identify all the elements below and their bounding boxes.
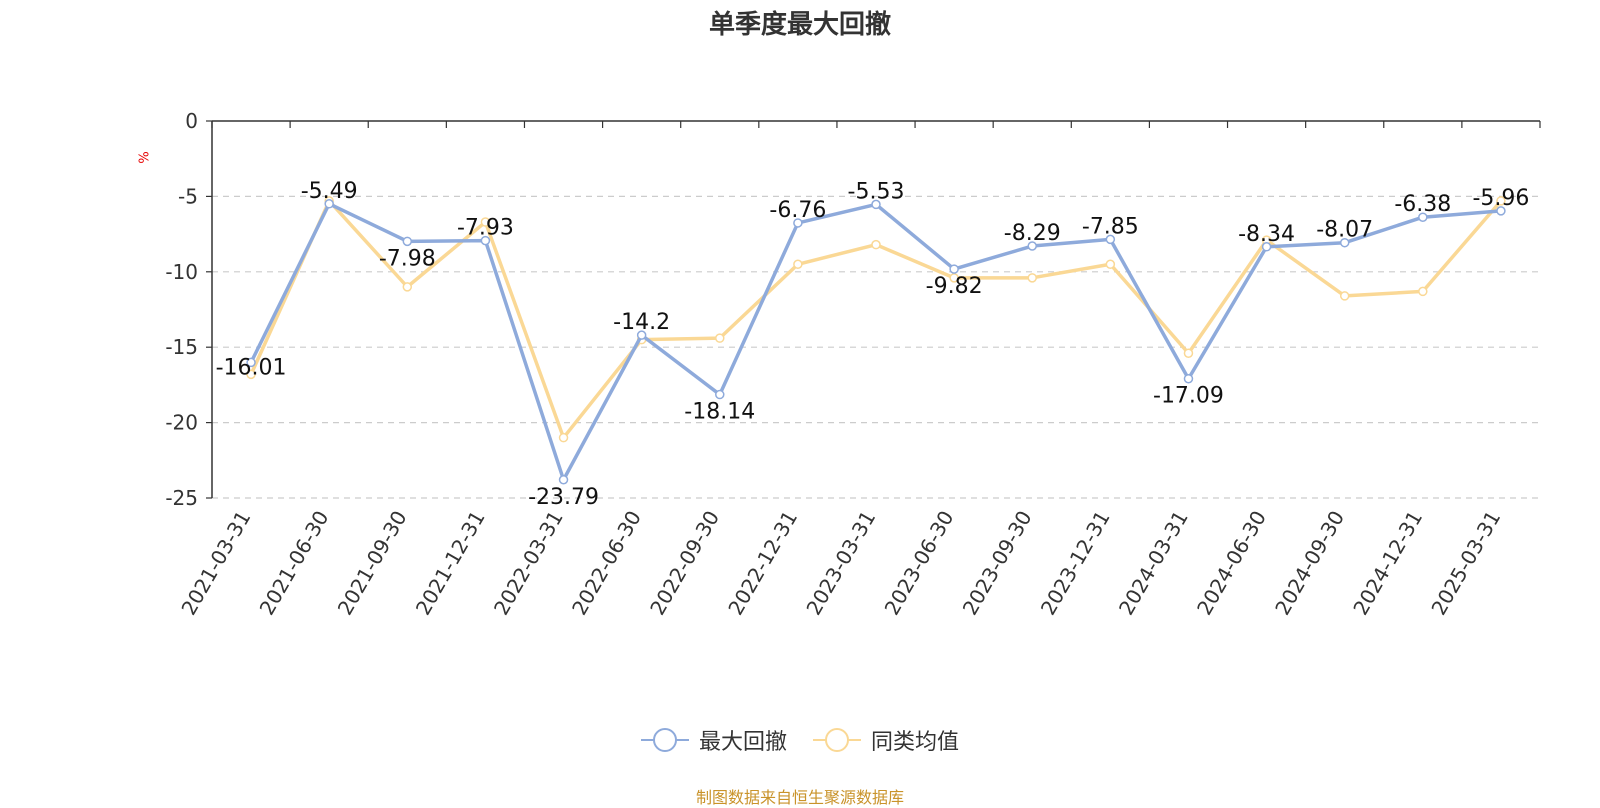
data-point <box>949 264 959 274</box>
legend-item-max-drawdown[interactable]: 最大回撤 <box>640 724 787 756</box>
x-tick-label: 2025-03-31 <box>1426 507 1505 620</box>
data-point <box>715 333 725 343</box>
source-note: 制图数据来自恒生聚源数据库 <box>695 788 904 807</box>
data-point <box>871 199 881 210</box>
data-label: -17.09 <box>1153 384 1224 409</box>
data-point <box>246 357 256 368</box>
data-point <box>1496 196 1506 206</box>
x-tick-label: 2023-12-31 <box>1036 507 1115 620</box>
data-label: -5.53 <box>848 179 905 204</box>
data-labels: -16.01 -5.49 -7.98 -7.93 -23.79 -14.2 -18.14 -6… <box>216 179 1530 510</box>
data-label: -5.49 <box>301 179 358 204</box>
x-tick-label: 2022-03-31 <box>489 507 568 620</box>
data-label: -8.07 <box>1316 218 1373 243</box>
x-tick-label: 2022-09-30 <box>645 507 724 620</box>
x-tick-label: 2023-09-30 <box>958 507 1037 620</box>
data-point <box>793 259 803 270</box>
x-tick-label: 2021-09-30 <box>333 507 412 620</box>
data-point <box>558 475 569 485</box>
data-label: -8.34 <box>1238 222 1295 247</box>
data-point <box>1339 291 1350 301</box>
data-point <box>1418 286 1428 297</box>
y-tick-label: -5 <box>178 184 198 208</box>
data-label: -7.85 <box>1082 214 1139 239</box>
data-label: -16.01 <box>216 355 287 380</box>
data-label: -7.98 <box>379 246 436 271</box>
series-lines <box>246 196 1506 485</box>
data-label: -6.76 <box>769 198 826 223</box>
y-tick-label: -20 <box>165 411 198 435</box>
data-label: -14.2 <box>613 310 670 335</box>
data-point <box>1105 259 1116 270</box>
data-point <box>1261 242 1272 252</box>
data-point <box>246 369 256 380</box>
legend-label-category-average: 同类均值 <box>871 730 960 755</box>
data-point <box>1183 348 1194 358</box>
x-tick-label: 2022-06-30 <box>567 507 646 620</box>
data-point <box>1339 237 1350 248</box>
chart-title: 单季度最大回撤 <box>708 10 891 40</box>
data-point <box>793 218 803 228</box>
data-label: -23.79 <box>528 485 599 510</box>
legend-label-max-drawdown: 最大回撤 <box>698 730 787 755</box>
data-point <box>324 199 334 209</box>
data-point <box>1027 241 1037 251</box>
legend-swatch-category-average <box>813 728 861 752</box>
x-tick-label: 2021-12-31 <box>411 506 490 619</box>
y-tick-label: -15 <box>165 335 198 359</box>
data-point <box>715 389 725 400</box>
legend-item-category-average[interactable]: 同类均值 <box>813 724 959 756</box>
series-line-1 <box>249 199 1503 440</box>
data-label: -8.29 <box>1004 221 1061 246</box>
x-tick-label: 2024-03-31 <box>1114 507 1193 620</box>
x-tick-label: 2022-12-31 <box>723 507 802 620</box>
y-tick-label: -25 <box>165 486 198 510</box>
data-point <box>1418 212 1428 222</box>
data-point <box>871 239 881 250</box>
data-label: -5.96 <box>1472 186 1529 211</box>
data-point <box>480 235 491 246</box>
x-tick-label: 2021-03-31 <box>176 507 255 620</box>
data-point <box>402 282 413 292</box>
data-label: -9.82 <box>926 274 983 299</box>
data-label: -18.14 <box>684 400 755 425</box>
x-tick-label: 2023-03-31 <box>801 507 880 620</box>
legend: 最大回撤 同类均值 <box>0 724 1600 756</box>
data-point <box>480 217 491 227</box>
x-tick-label: 2024-12-31 <box>1348 507 1427 620</box>
data-point <box>402 236 413 247</box>
data-point <box>558 432 569 443</box>
data-point <box>636 330 647 340</box>
x-tick-label: 2023-06-30 <box>880 507 959 620</box>
data-point <box>1105 234 1116 245</box>
legend-swatch-max-drawdown <box>640 728 689 752</box>
grid-lines <box>212 195 1540 499</box>
y-tick-label: 0 <box>185 109 198 133</box>
x-tick-label: 2024-06-30 <box>1192 507 1271 620</box>
data-point <box>1496 206 1506 216</box>
y-tick-label: -10 <box>165 260 198 284</box>
x-tick-label: 2024-09-30 <box>1270 507 1349 620</box>
data-point <box>1183 373 1194 384</box>
data-label: -7.93 <box>457 216 514 241</box>
data-label: -6.38 <box>1394 192 1451 217</box>
data-point <box>1027 273 1037 283</box>
x-tick-label: 2021-06-30 <box>255 507 334 620</box>
